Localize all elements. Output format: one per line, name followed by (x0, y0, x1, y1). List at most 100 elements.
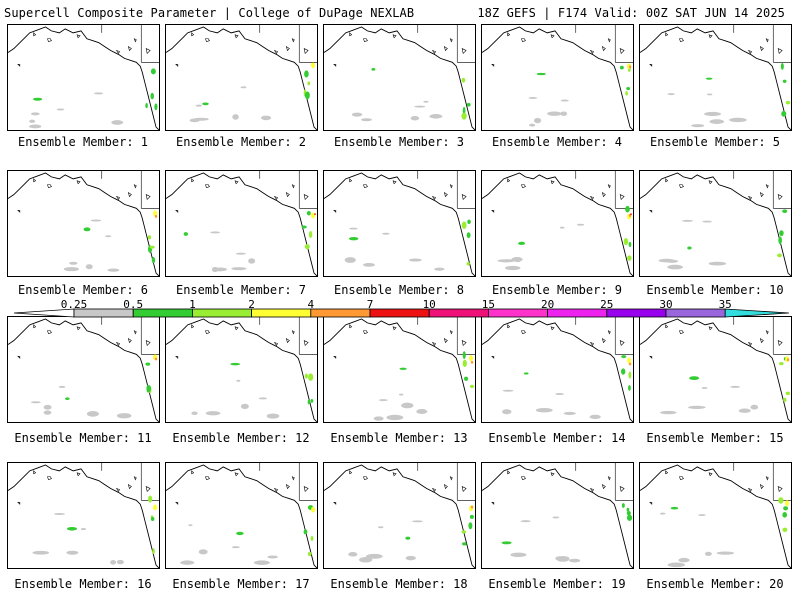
scp-coastal-shading (621, 368, 626, 375)
scp-coastal-shading (470, 384, 474, 389)
ensemble-member-map (639, 462, 792, 569)
scp-coastal-shading (782, 209, 788, 214)
scp-low-shading (240, 86, 247, 89)
scp-low-shading (195, 104, 203, 107)
island-outline (747, 195, 752, 201)
scp-low-shading (535, 408, 553, 413)
scp-green-shading (687, 246, 692, 250)
scp-coastal-shading (469, 514, 474, 519)
scp-low-shading (378, 399, 388, 402)
scp-orange-shading (470, 360, 474, 364)
scp-coastal-shading (310, 399, 314, 403)
island-outline (205, 184, 210, 189)
scp-green-shading (405, 536, 411, 540)
scp-low-shading (412, 520, 423, 523)
island-outline (431, 49, 436, 55)
scp-low-shading (56, 108, 65, 111)
island-outline (665, 470, 669, 475)
scp-low-shading (188, 524, 193, 527)
scp-low-shading (382, 232, 390, 235)
island-outline (333, 209, 337, 213)
map-canvas (640, 463, 791, 568)
scp-low-shading (43, 410, 52, 415)
coastline (324, 26, 475, 130)
island-outline (765, 184, 769, 189)
scp-coastal-shading (307, 399, 311, 405)
scp-yellow-shading (311, 506, 316, 513)
scp-low-shading (116, 413, 132, 419)
scp-low-shading (253, 560, 271, 565)
scp-low-shading (502, 389, 514, 392)
island-outline (777, 486, 783, 493)
scp-coastal-shading (779, 230, 784, 237)
scp-low-shading (69, 261, 78, 265)
island-outline (175, 63, 179, 67)
island-outline (363, 184, 368, 189)
island-outline (507, 178, 511, 183)
island-outline (205, 476, 210, 481)
island-outline (76, 34, 81, 39)
island-outline (747, 487, 752, 493)
scp-coastal-shading (148, 495, 153, 503)
island-outline (607, 184, 611, 189)
map-canvas (166, 317, 317, 422)
scp-low-shading (511, 256, 523, 262)
island-outline (291, 184, 295, 189)
colorbar-tick-label: 7 (366, 298, 374, 311)
scp-low-shading (688, 405, 706, 409)
island-outline (443, 45, 448, 52)
scp-low-shading (504, 265, 521, 271)
scp-coastal-shading (782, 512, 788, 518)
island-outline (17, 501, 21, 505)
scp-coastal-shading (626, 510, 631, 516)
scp-coastal-shading (778, 236, 782, 245)
scp-low-shading (344, 257, 356, 263)
scp-coastal-shading (621, 503, 625, 508)
scp-low-shading (730, 385, 741, 388)
island-outline (115, 49, 120, 55)
island-outline (175, 209, 179, 213)
island-outline (145, 194, 151, 201)
coastline (482, 318, 633, 422)
scp-low-shading (659, 512, 666, 515)
scp-low-shading (729, 117, 747, 123)
island-outline (363, 476, 368, 481)
scp-low-shading (63, 267, 79, 272)
ensemble-member-map (481, 462, 634, 569)
scp-low-shading (702, 220, 712, 223)
scp-coastal-shading (461, 112, 467, 120)
scp-low-shading (365, 553, 383, 559)
island-outline (333, 501, 337, 505)
island-outline (461, 194, 467, 201)
scp-coastal-shading (625, 205, 630, 213)
island-outline (747, 341, 752, 347)
scp-coastal-shading (468, 522, 473, 530)
scp-low-shading (231, 546, 240, 549)
island-outline (765, 330, 769, 335)
ensemble-member-label: Ensemble Member: 5 (649, 135, 781, 149)
scp-low-shading (667, 264, 683, 270)
scp-low-shading (405, 555, 416, 561)
scp-low-shading (706, 93, 713, 96)
scp-coastal-shading (152, 548, 155, 554)
scp-green-shading (66, 526, 78, 531)
scp-low-shading (533, 117, 542, 124)
scp-low-shading (29, 124, 42, 129)
scp-low-shading (520, 520, 531, 523)
scp-green-shading (32, 97, 43, 101)
scp-low-shading (361, 118, 372, 122)
island-outline (363, 38, 368, 43)
coastline (8, 26, 159, 130)
scp-coastal-shading (304, 70, 309, 78)
island-outline (550, 472, 555, 477)
scp-low-shading (555, 393, 565, 395)
island-outline (491, 209, 495, 213)
colorbar-tick-label: 25 (600, 298, 614, 311)
scp-coastal-shading (306, 211, 311, 216)
island-outline (47, 476, 52, 481)
island-outline (333, 63, 337, 67)
island-outline (443, 191, 448, 198)
scp-coastal-shading (145, 102, 148, 109)
map-canvas (324, 25, 475, 130)
island-outline (665, 32, 669, 37)
